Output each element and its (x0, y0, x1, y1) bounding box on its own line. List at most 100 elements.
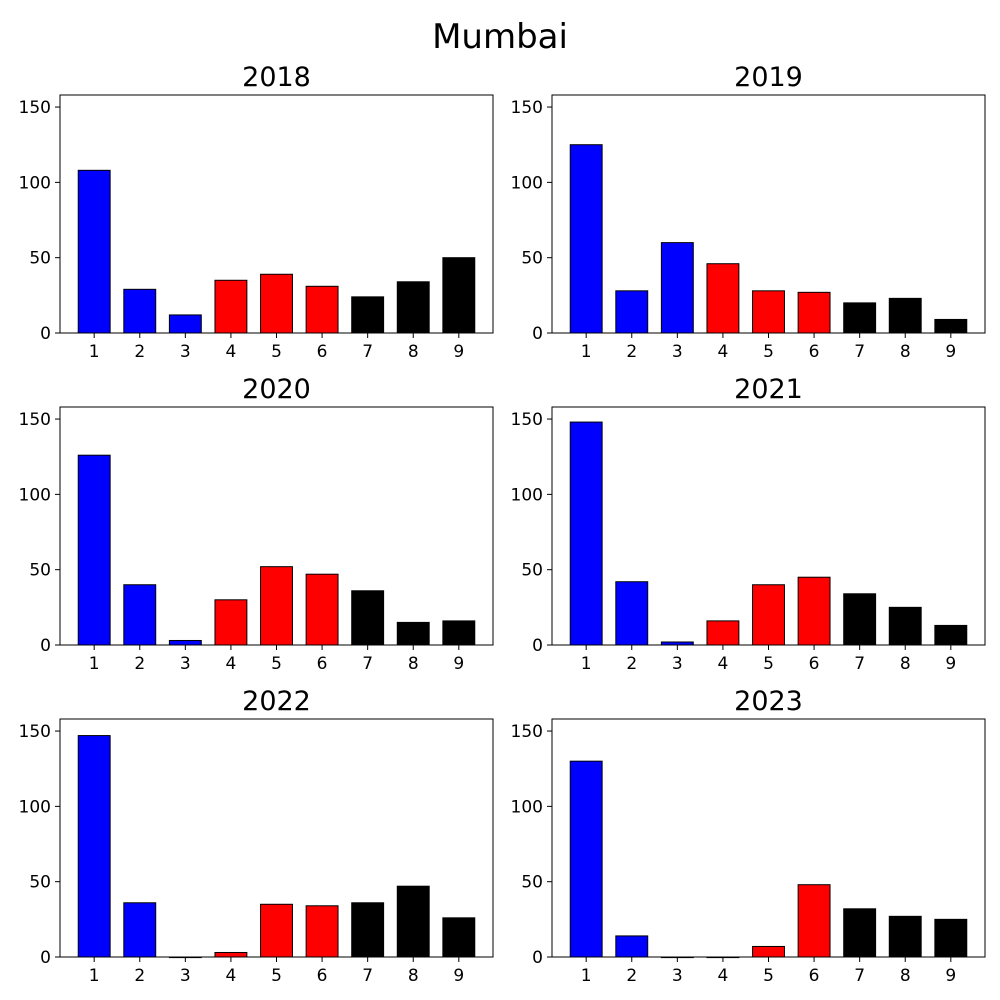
x-tick-label: 5 (271, 966, 282, 986)
y-tick-label: 50 (521, 873, 543, 893)
x-tick-label: 6 (809, 966, 820, 986)
x-tick-label: 6 (317, 342, 328, 362)
y-tick-label: 0 (532, 948, 543, 968)
bar-3 (168, 314, 202, 334)
y-tick-label: 100 (511, 173, 543, 193)
bar-6 (305, 905, 339, 958)
bar-9 (442, 620, 476, 646)
bar-9 (934, 918, 968, 958)
x-tick-label: 8 (900, 966, 911, 986)
x-tick-label: 3 (672, 342, 683, 362)
subplot-title: 2019 (734, 62, 803, 93)
subplot-title: 2021 (734, 374, 803, 405)
subplot-2019: 2019 1 2 3 4 5 6 7 8 9 0 50 100 150 (511, 62, 986, 362)
x-tick-label: 1 (89, 654, 100, 674)
x-tick-label: 8 (408, 654, 419, 674)
x-tick-label: 9 (945, 966, 956, 986)
x-tick-label: 3 (180, 654, 191, 674)
x-tick-label: 4 (718, 966, 729, 986)
bar-5 (260, 273, 293, 334)
x-tick-label: 8 (900, 654, 911, 674)
y-tick-label: 150 (19, 98, 51, 118)
chart-title: Mumbai (432, 17, 568, 57)
bar-2 (615, 581, 649, 646)
y-tick-label: 100 (19, 173, 51, 193)
x-tick-label: 2 (134, 654, 145, 674)
y-tick-label: 150 (511, 410, 543, 430)
bar-6 (797, 884, 831, 958)
x-tick-label: 9 (945, 342, 956, 362)
x-tick-label: 7 (854, 342, 865, 362)
bar-5 (260, 566, 293, 646)
bar-7 (351, 902, 385, 958)
bar-4 (214, 279, 248, 334)
bar-1 (569, 421, 603, 646)
y-tick-label: 150 (19, 722, 51, 742)
bar-9 (934, 318, 968, 334)
subplot-2021: 2021 1 2 3 4 5 6 7 8 9 0 50 100 150 (511, 374, 986, 674)
subplot-title: 2023 (734, 686, 803, 717)
bar-1 (569, 760, 603, 958)
bar-1 (569, 144, 603, 334)
subplot-2023: 2023 1 2 3 4 5 6 7 8 9 0 50 100 150 (511, 686, 986, 986)
bar-2 (615, 290, 649, 334)
x-tick-label: 4 (226, 342, 237, 362)
bar-2 (615, 935, 649, 958)
y-tick-label: 150 (19, 410, 51, 430)
x-tick-label: 1 (89, 342, 100, 362)
bar-9 (442, 257, 476, 334)
x-tick-label: 5 (763, 654, 774, 674)
bar-2 (123, 584, 157, 646)
x-tick-label: 7 (362, 342, 373, 362)
subplot-2018: 2018 1 2 3 4 5 6 7 8 9 0 50 100 150 (19, 62, 494, 362)
bar-1 (77, 735, 111, 958)
x-tick-label: 4 (226, 966, 237, 986)
bar-7 (843, 302, 877, 334)
x-tick-label: 8 (408, 342, 419, 362)
y-tick-label: 50 (521, 561, 543, 581)
bar-5 (752, 290, 785, 334)
bar-1 (77, 169, 111, 334)
subplot-title: 2020 (242, 374, 311, 405)
bar-8 (396, 281, 430, 334)
x-tick-label: 9 (453, 654, 464, 674)
x-tick-label: 7 (854, 966, 865, 986)
bar-6 (305, 285, 339, 334)
x-tick-label: 6 (317, 966, 328, 986)
subplot-title: 2018 (242, 62, 311, 93)
bar-3 (660, 242, 694, 334)
y-tick-label: 100 (511, 485, 543, 505)
bar-7 (351, 590, 385, 646)
bar-8 (396, 621, 430, 646)
x-tick-label: 7 (362, 654, 373, 674)
bar-7 (843, 593, 877, 646)
x-tick-label: 1 (581, 966, 592, 986)
x-tick-label: 7 (362, 966, 373, 986)
x-tick-label: 3 (672, 966, 683, 986)
y-tick-label: 0 (40, 324, 51, 344)
y-tick-label: 0 (532, 636, 543, 656)
bar-6 (797, 576, 831, 646)
x-tick-label: 9 (453, 342, 464, 362)
x-tick-label: 2 (626, 966, 637, 986)
x-tick-label: 1 (581, 342, 592, 362)
x-tick-label: 3 (180, 966, 191, 986)
x-tick-label: 2 (134, 966, 145, 986)
bar-8 (888, 297, 922, 334)
bar-4 (214, 951, 248, 958)
x-tick-label: 8 (900, 342, 911, 362)
y-tick-label: 50 (29, 561, 51, 581)
bar-7 (843, 908, 877, 958)
bar-9 (442, 917, 476, 958)
y-tick-label: 150 (511, 98, 543, 118)
bar-4 (706, 263, 740, 334)
bar-8 (888, 606, 922, 646)
bar-6 (797, 291, 831, 334)
x-tick-label: 3 (180, 342, 191, 362)
bar-5 (752, 584, 785, 646)
bar-5 (260, 903, 293, 958)
bar-8 (396, 885, 430, 958)
x-tick-label: 6 (809, 342, 820, 362)
